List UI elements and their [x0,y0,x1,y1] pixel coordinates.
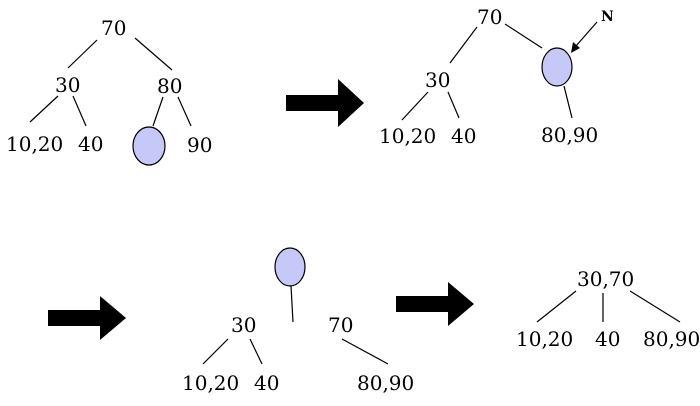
node-root-30-70: 30,70 [577,267,634,291]
edge-root-8090 [629,290,681,323]
leaf-80-90: 80,90 [357,371,414,395]
pointer-label-n: N [601,9,614,25]
edge-empty-8090 [563,85,573,119]
edge-70-30 [67,39,98,69]
node-30: 30 [231,313,256,337]
leaf-40: 40 [78,132,103,156]
edge-70-8090 [341,338,389,365]
panel-2: N 70 30 10,20 40 80,90 [379,5,614,148]
edge-80-90 [177,96,192,127]
panel-3: 30 70 10,20 40 80,90 [182,247,414,395]
edge-70-empty [504,23,543,49]
node-80: 80 [157,74,182,98]
empty-node [274,247,306,287]
edge-30-40 [72,95,87,127]
leaf-40: 40 [595,327,620,351]
edge-root-1020 [536,290,577,323]
leaf-10-20: 10,20 [182,371,239,395]
panel-4: 30,70 10,20 40 80,90 [516,267,700,351]
edge-30-1020 [202,338,229,365]
leaf-10-20: 10,20 [379,124,436,148]
node-30: 30 [425,68,450,92]
arrow-right-1 [286,79,364,127]
leaf-80-90: 80,90 [541,123,598,147]
edge-70-30 [449,26,478,64]
panel-1: 70 30 80 10,20 40 90 [6,16,212,166]
edge-30-40 [249,338,263,365]
leaf-90: 90 [187,133,212,157]
arrow-right-2 [48,296,126,340]
edge-30-1020 [401,91,429,121]
leaf-80-90: 80,90 [643,327,700,351]
edge-70-80 [134,37,173,71]
edge-30-1020 [29,95,59,123]
node-30: 30 [55,73,80,97]
empty-node [541,47,573,87]
node-root-70: 70 [101,16,126,40]
leaf-10-20: 10,20 [516,327,573,351]
edge-30-40 [447,91,460,119]
leaf-10-20: 10,20 [6,132,63,156]
edge-80-empty [152,96,164,127]
pointer-arrow-line [575,21,598,47]
node-root-70: 70 [477,5,502,29]
leaf-40: 40 [451,124,476,148]
leaf-40: 40 [254,371,279,395]
node-70: 70 [328,313,353,337]
arrow-right-3 [396,282,474,326]
empty-node [132,126,166,166]
pointer-arrow-head [571,42,580,53]
edge-empty-down [290,285,294,323]
